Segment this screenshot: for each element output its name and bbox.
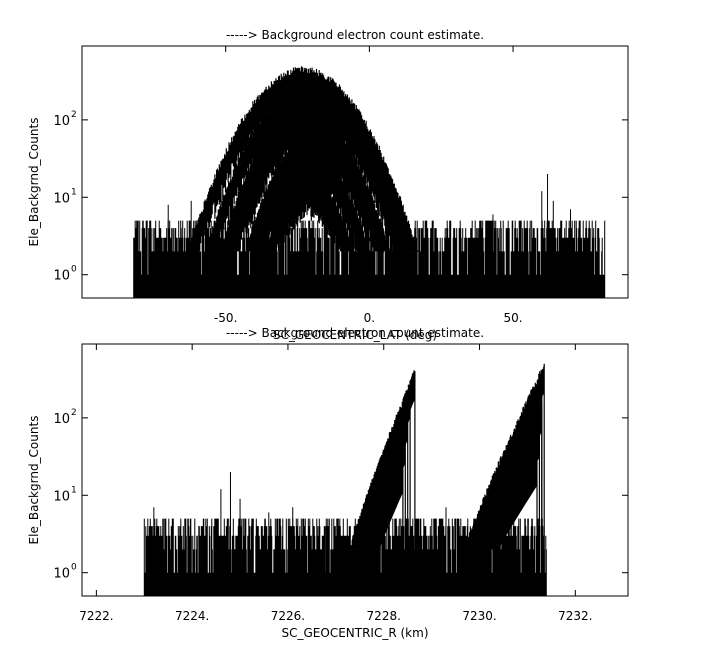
panel-radius-ytick-label-1: 10 <box>53 489 70 504</box>
panel-radius-ytick-exponent-1: 1 <box>71 485 77 495</box>
panel-latitude-title: -----> Background electron count estimat… <box>226 28 484 42</box>
panel-latitude-frame <box>81 45 629 299</box>
panel-latitude-xtick-label-2: 50. <box>504 311 523 325</box>
panel-radius-xlabel: SC_GEOCENTRIC_R (km) <box>282 626 429 640</box>
panel-radius-xtick-label-3: 7228. <box>367 609 401 623</box>
panel-radius: -----> Background electron count estimat… <box>27 326 629 640</box>
panel-latitude-arc-4 <box>245 128 385 253</box>
panel-latitude-ytick-label-0: 10 <box>53 269 70 284</box>
panel-radius-xtick-label-2: 7226. <box>271 609 305 623</box>
panel-latitude-xtick-label-1: 0. <box>364 311 375 325</box>
panel-radius-xtick-label-1: 7224. <box>175 609 209 623</box>
panel-latitude-data <box>133 66 606 298</box>
panel-radius-ytick-label-0: 10 <box>53 567 70 582</box>
panel-radius-ytick-exponent-0: 0 <box>71 563 77 573</box>
panel-latitude: -----> Background electron count estimat… <box>27 28 629 342</box>
panel-radius-data <box>143 363 547 596</box>
panel-radius-ylabel: Ele_Backgrnd_Counts <box>27 416 41 545</box>
panel-radius-title: -----> Background electron count estimat… <box>226 326 484 340</box>
panel-latitude-xlabel: SC_GEOCENTRIC_LAT (deg) <box>273 328 437 342</box>
panel-radius-ramp-4 <box>368 462 404 596</box>
panel-radius-noise-floor <box>143 518 547 596</box>
panel-radius-ytick-label-2: 10 <box>53 412 70 427</box>
panel-latitude-ytick-label-1: 10 <box>53 191 70 206</box>
panel-latitude-arc-6 <box>265 174 353 252</box>
panel-radius-ramp-3 <box>364 433 406 596</box>
panel-radius-xtick-label-0: 7222. <box>79 609 113 623</box>
panel-radius-ramp-9 <box>483 455 538 596</box>
panel-latitude-ytick-exponent-2: 2 <box>71 110 77 120</box>
panel-latitude-noise-floor <box>133 220 606 298</box>
panel-radius-xtick-label-5: 7232. <box>558 609 592 623</box>
panel-latitude-ytick-label-2: 10 <box>53 114 70 129</box>
panel-radius-frame <box>81 343 629 597</box>
panel-latitude-xtick-label-0: -50. <box>214 311 237 325</box>
panel-latitude-ylabel: Ele_Backgrnd_Counts <box>27 118 41 247</box>
panel-radius-xtick-label-4: 7230. <box>462 609 496 623</box>
panel-radius-ytick-exponent-2: 2 <box>71 408 77 418</box>
panel-latitude-ytick-exponent-1: 1 <box>71 187 77 197</box>
panel-latitude-ytick-exponent-0: 0 <box>71 265 77 275</box>
